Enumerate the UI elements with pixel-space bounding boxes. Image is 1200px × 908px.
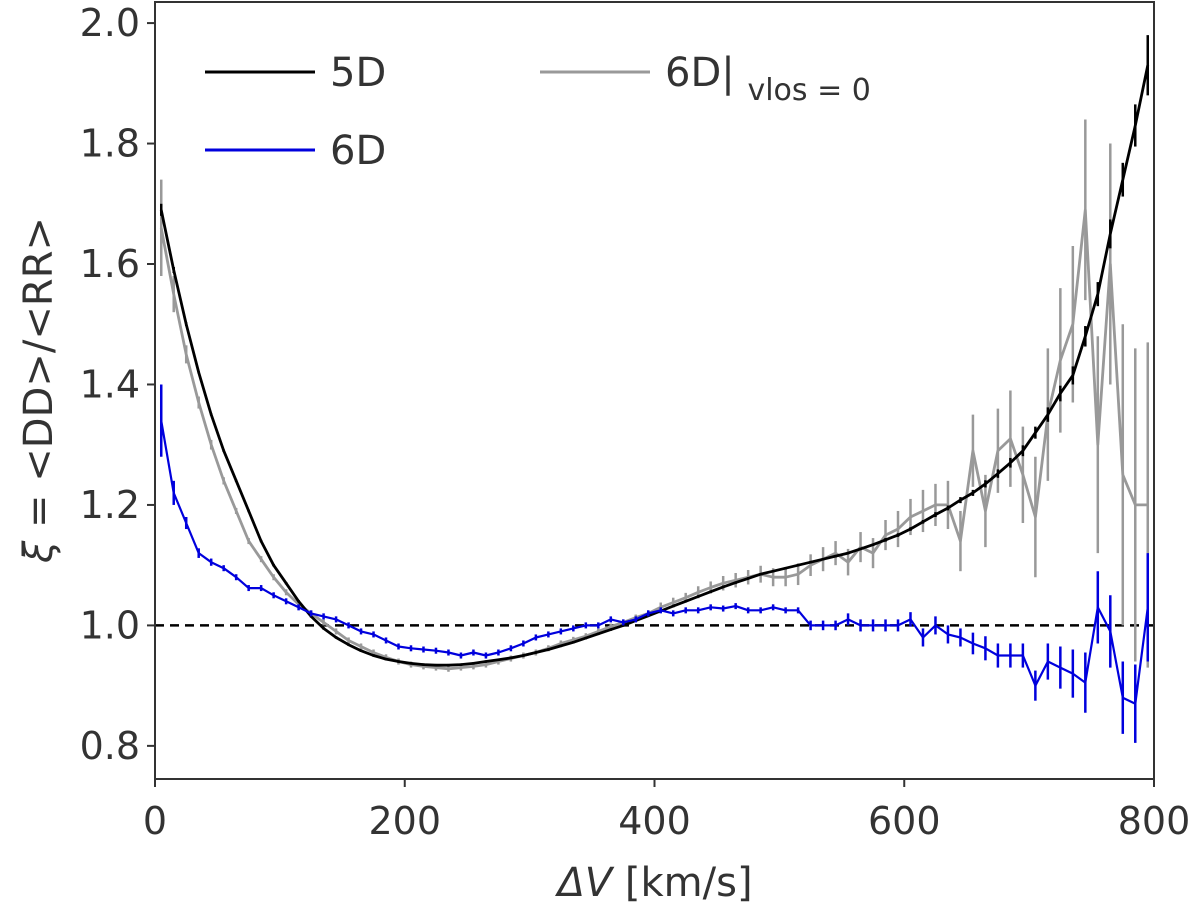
y-axis-label-math: ξ bbox=[16, 540, 62, 564]
axes-frame bbox=[154, 1, 1155, 780]
y-tick-label: 1.2 bbox=[80, 483, 140, 527]
y-axis-label-rest: = <DD>/<RR> bbox=[16, 217, 62, 541]
series-6d-vlos-0 bbox=[159, 119, 1150, 672]
x-tick-label: 600 bbox=[868, 799, 941, 843]
series-line-5d bbox=[159, 64, 1150, 667]
legend-label-6d-vlos-sub: vlos = 0 bbox=[747, 73, 870, 108]
x-tick-label: 0 bbox=[143, 799, 167, 843]
plot-area bbox=[155, 35, 1154, 743]
y-tick-label: 2.0 bbox=[80, 1, 140, 45]
x-axis-label-units: [km/s] bbox=[612, 860, 752, 906]
y-tick-label: 1.8 bbox=[80, 122, 140, 166]
y-tick-label: 1.6 bbox=[80, 242, 140, 286]
y-tick-label: 1.4 bbox=[80, 362, 140, 406]
y-tick-label: 1.0 bbox=[80, 603, 140, 647]
series-line-6d-vlos-0 bbox=[159, 208, 1148, 671]
x-tick-label: 200 bbox=[368, 799, 441, 843]
legend: 5D 6D 6D| vlos = 0 bbox=[205, 50, 871, 174]
legend-label-6d-vlos: 6D| vlos = 0 bbox=[665, 50, 871, 108]
series-6d bbox=[159, 384, 1150, 743]
y-tick-label: 0.8 bbox=[80, 724, 140, 768]
y-axis-label: ξ = <DD>/<RR> bbox=[16, 217, 62, 564]
series-line-6d bbox=[160, 420, 1149, 705]
x-axis-label: ΔV [km/s] bbox=[554, 860, 752, 906]
series-5d bbox=[159, 35, 1150, 667]
axis-ticks: 0 200 400 600 800 0.8 1.0 1.2 1.4 1.6 1.8 2.0 bbox=[80, 1, 1191, 843]
x-tick-label: 800 bbox=[1118, 799, 1191, 843]
x-tick-label: 400 bbox=[618, 799, 691, 843]
x-axis-label-math: ΔV bbox=[554, 860, 614, 906]
legend-label-5d: 5D bbox=[330, 50, 386, 96]
legend-label-6d-vlos-main: 6D| bbox=[665, 50, 735, 96]
legend-label-6d: 6D bbox=[330, 128, 386, 174]
